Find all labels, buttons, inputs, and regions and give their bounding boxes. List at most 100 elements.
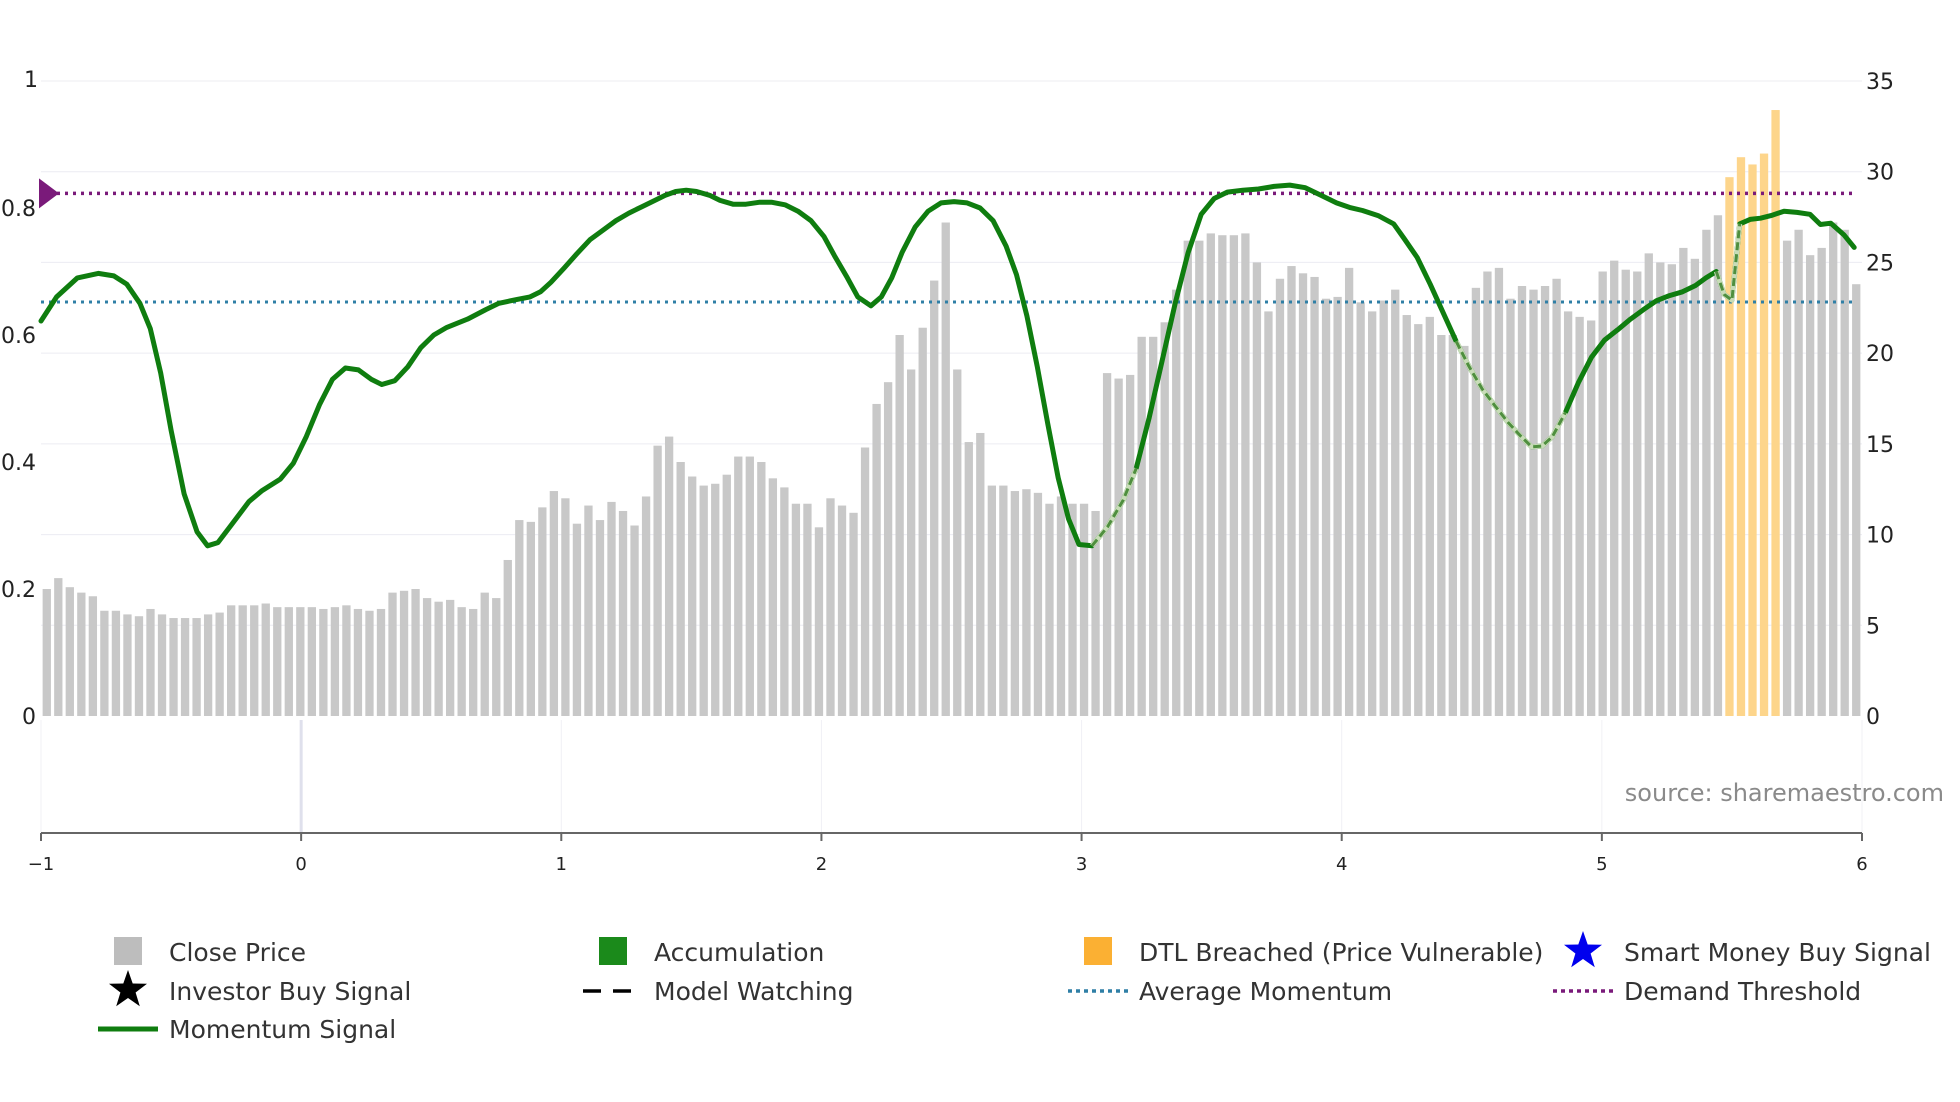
- close-price-bar: [1552, 278, 1561, 716]
- close-price-bar: [376, 608, 386, 716]
- close-price-bar: [1414, 324, 1423, 716]
- close-price-bar: [1102, 373, 1112, 716]
- close-price-bar: [1852, 284, 1861, 716]
- close-price-bar: [1840, 229, 1849, 716]
- close-price-bar: [1575, 316, 1584, 716]
- accumulation-swatch: [599, 937, 627, 965]
- close-price-bar: [1321, 298, 1331, 716]
- close-price-bar: [1817, 247, 1826, 716]
- close-price-bar: [780, 487, 789, 716]
- dtl-breached-bar: [1736, 157, 1746, 716]
- investor-buy-signal-star-icon: [109, 970, 147, 1007]
- x-axis-tick: 1: [556, 854, 567, 875]
- right-axis-tick: 20: [1866, 342, 1894, 367]
- close-price-bar: [192, 618, 201, 716]
- close-price-bar: [1598, 271, 1607, 716]
- right-axis-ticks: 0 5 10 15 20 25 30 35: [1866, 70, 1894, 730]
- close-price-bar: [227, 605, 236, 716]
- close-price-bar: [342, 605, 351, 716]
- close-price-bar: [1344, 267, 1354, 716]
- close-price-bar: [607, 501, 616, 716]
- momentum-signal-path: [38, 182, 1857, 549]
- close-price-bar: [1506, 298, 1515, 716]
- close-price-bar: [572, 523, 582, 716]
- momentum-faded-segment: [1090, 467, 1138, 547]
- x-axis-tick: 3: [1076, 854, 1087, 875]
- close-price-bar: [757, 462, 766, 716]
- close-price-bar: [768, 478, 778, 716]
- average-momentum-label: Average Momentum: [1139, 977, 1392, 1006]
- close-price-bar: [1010, 491, 1020, 716]
- close-price-bar: [860, 447, 870, 716]
- close-price-bar: [1045, 503, 1054, 716]
- close-price-bar: [65, 587, 74, 716]
- right-axis-tick: 25: [1866, 251, 1894, 276]
- close-price-bar: [503, 559, 512, 716]
- demand-threshold-marker: [39, 178, 59, 209]
- close-price-bar: [1713, 215, 1723, 716]
- close-price-bar: [630, 525, 639, 716]
- close-price-bar: [1091, 510, 1100, 716]
- close-price-bar: [1517, 286, 1527, 716]
- close-price-bar: [203, 614, 213, 716]
- close-price-bar: [745, 456, 754, 716]
- close-price-bar: [538, 507, 547, 716]
- right-axis-tick: 30: [1866, 161, 1894, 186]
- close-price-bar: [365, 610, 374, 716]
- close-price-bar: [457, 607, 466, 716]
- close-price-bar: [1206, 233, 1215, 716]
- close-price-bar: [134, 616, 144, 716]
- close-price-bar: [307, 607, 316, 716]
- momentum-signal-line: [38, 182, 1857, 549]
- legend-item: Momentum Signal: [98, 1015, 396, 1044]
- close-price-bar: [849, 512, 858, 716]
- legend-item: Smart Money Buy Signal: [1564, 931, 1931, 968]
- close-price-bar: [1287, 266, 1296, 716]
- close-price-bar: [699, 485, 708, 716]
- close-price-bar: [296, 607, 305, 716]
- close-price-label: Close Price: [169, 938, 306, 967]
- close-price-bar: [1805, 255, 1815, 717]
- legend-item: Investor Buy Signal: [109, 970, 411, 1007]
- close-price-bar: [999, 485, 1008, 716]
- close-price-bar: [515, 520, 524, 716]
- close-price-bar: [595, 520, 605, 716]
- close-price-bar: [54, 578, 63, 716]
- close-price-bar: [561, 498, 570, 716]
- dtl-breached-bar: [1748, 164, 1757, 716]
- close-price-bar: [1241, 233, 1250, 716]
- close-price-bar: [330, 607, 340, 716]
- chart-gridlines: [40, 80, 1863, 833]
- close-price-bar: [676, 462, 685, 716]
- close-price-bar: [319, 608, 328, 716]
- close-price-bar: [987, 485, 996, 716]
- close-price-bar: [930, 280, 939, 716]
- close-price-bar: [469, 608, 478, 716]
- close-price-bar: [803, 503, 812, 716]
- close-price-bar: [1252, 262, 1262, 716]
- demand-threshold-diamond: [39, 178, 59, 209]
- close-price-bar: [1114, 378, 1123, 716]
- close-price-bar: [1494, 267, 1504, 716]
- close-price-bar: [1333, 296, 1342, 716]
- x-axis: −1 0 1 2 3 4 5 6: [28, 832, 1868, 875]
- close-price-bar: [964, 442, 973, 716]
- close-price-bar: [261, 603, 270, 716]
- close-price-bar: [123, 614, 132, 716]
- close-price-bar: [1033, 492, 1043, 716]
- close-price-bar: [1448, 335, 1457, 716]
- close-price-bar: [1702, 229, 1711, 716]
- model-watching-label: Model Watching: [654, 977, 854, 1006]
- legend-item: Model Watching: [583, 977, 854, 1006]
- left-axis-tick: 0.2: [1, 578, 36, 603]
- close-price-bar: [1529, 289, 1538, 716]
- legend-item: Demand Threshold: [1553, 977, 1861, 1006]
- close-price-bar: [734, 456, 743, 716]
- source-label: source: sharemaestro.com: [1625, 779, 1944, 807]
- close-price-bar: [180, 618, 190, 716]
- close-price-bar: [1540, 286, 1550, 716]
- close-price-bar: [814, 527, 824, 716]
- close-price-bar: [1610, 260, 1619, 716]
- investor-buy-signal-label: Investor Buy Signal: [169, 977, 411, 1006]
- right-axis-tick: 15: [1866, 433, 1894, 458]
